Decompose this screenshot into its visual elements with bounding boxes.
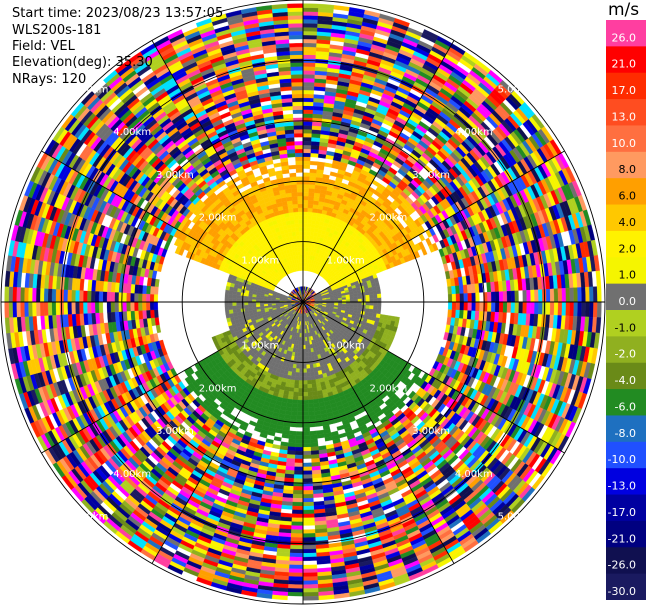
azimuth-spokes (1, 0, 605, 604)
range-ring-label: 3.00km (412, 426, 450, 437)
colorbar-tick-label: -10.0 (608, 453, 636, 466)
colorbar: 26.0 21.0 17.0 13.0 10.0 8.0 6.0 4.0 2.0 1.0 0.0 -1… (606, 20, 646, 600)
range-ring-labels: 1.00km 1.00km 1.00km 1.00km 2.00km 2.00km 2.00… (71, 85, 536, 523)
range-ring-label: 5.00km (71, 512, 109, 523)
colorbar-swatch (606, 257, 646, 285)
colorbar-tick-label: -26.0 (608, 559, 636, 572)
range-ring-label: 2.00km (369, 213, 407, 224)
colorbar-tick-label: -30.0 (608, 585, 636, 598)
field-name: Field: VEL (12, 39, 75, 54)
colorbar-swatch (606, 310, 646, 337)
colorbar-swatch (606, 573, 646, 600)
colorbar-swatch (606, 283, 646, 311)
range-ring-label: 4.00km (113, 469, 151, 480)
range-ring-label: 1.00km (327, 341, 365, 352)
azimuth-spoke (41, 301, 304, 454)
colorbar-tick-label: -4.0 (615, 374, 636, 387)
range-ring-label: 5.00km (498, 512, 536, 523)
colorbar-tick-label: 26.0 (612, 31, 637, 44)
colorbar-swatch (606, 20, 646, 47)
elevation: Elevation(deg): 35.30 (12, 55, 153, 70)
azimuth-spoke (151, 301, 304, 564)
colorbar-swatch (606, 204, 646, 232)
colorbar-tick-label: -1.0 (615, 321, 636, 334)
range-ring-label: 5.00km (498, 85, 536, 96)
colorbar-tick-label: 10.0 (612, 137, 637, 150)
colorbar-swatch (606, 151, 646, 179)
colorbar-tick-label: -8.0 (615, 427, 636, 440)
colorbar-swatch (606, 230, 646, 258)
instrument-name: WLS200s-181 (12, 23, 102, 38)
colorbar-tick-label: 13.0 (612, 110, 637, 123)
colorbar-tick-label: 4.0 (619, 216, 637, 229)
range-ring-label: 4.00km (113, 127, 151, 138)
colorbar-swatch (606, 441, 646, 469)
colorbar-swatch (606, 362, 646, 390)
colorbar-tick-label: -13.0 (608, 480, 636, 493)
range-ring-label: 2.00km (369, 383, 407, 394)
colorbar-swatch (606, 99, 646, 126)
ppi-plot: 1.00km 1.00km 1.00km 1.00km 2.00km 2.00km 2.00… (0, 0, 606, 605)
colorbar-unit: m/s (608, 0, 640, 20)
range-ring-label: 5.00km (71, 85, 109, 96)
colorbar-tick-label: 8.0 (619, 163, 637, 176)
range-ring-label: 1.00km (241, 255, 279, 266)
colorbar-tick-label: -21.0 (608, 532, 636, 545)
azimuth-spoke (302, 40, 455, 303)
azimuth-spoke (41, 150, 304, 303)
colorbar-swatch (606, 125, 646, 153)
colorbar-swatch (606, 46, 646, 74)
azimuth-spoke (151, 40, 304, 303)
colorbar-swatch (606, 494, 646, 522)
range-ring-label: 3.00km (412, 170, 450, 181)
colorbar-swatch (606, 336, 646, 364)
start-time: Start time: 2023/08/23 13:57:05 (12, 6, 224, 21)
range-ring-label: 3.00km (156, 426, 194, 437)
range-ring-label: 1.00km (241, 341, 279, 352)
colorbar-swatch (606, 178, 646, 206)
range-ring-label: 1.00km (327, 255, 365, 266)
range-ring-label: 2.00km (199, 383, 237, 394)
nrays: NRays: 120 (12, 72, 87, 87)
range-ring-label: 2.00km (199, 213, 237, 224)
colorbar-tick-label: 21.0 (612, 58, 637, 71)
colorbar-tick-label: 2.0 (619, 242, 637, 255)
range-ring-label: 4.00km (455, 127, 493, 138)
range-ring-label: 3.00km (156, 170, 194, 181)
range-ring-label: 4.00km (455, 469, 493, 480)
colorbar-swatch (606, 468, 646, 496)
colorbar-swatch (606, 415, 646, 443)
colorbar-tick-label: 0.0 (619, 295, 637, 308)
colorbar-tick-label: -17.0 (608, 506, 636, 519)
colorbar-tick-label: -2.0 (615, 348, 636, 361)
colorbar-swatch (606, 72, 646, 100)
azimuth-spoke (302, 150, 565, 303)
colorbar-tick-label: 1.0 (619, 269, 637, 282)
azimuth-spoke (302, 301, 455, 564)
colorbar-tick-label: 6.0 (619, 190, 637, 203)
azimuth-spoke (302, 301, 565, 454)
colorbar-swatch (606, 547, 646, 575)
colorbar-swatch (606, 520, 646, 548)
radar-rays (4, 3, 602, 601)
colorbar-tick-label: 17.0 (612, 84, 637, 97)
colorbar-swatch (606, 389, 646, 416)
colorbar-tick-label: -6.0 (615, 400, 636, 413)
